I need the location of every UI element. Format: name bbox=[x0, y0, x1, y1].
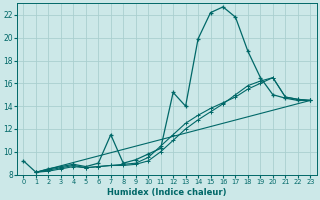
X-axis label: Humidex (Indice chaleur): Humidex (Indice chaleur) bbox=[107, 188, 227, 197]
